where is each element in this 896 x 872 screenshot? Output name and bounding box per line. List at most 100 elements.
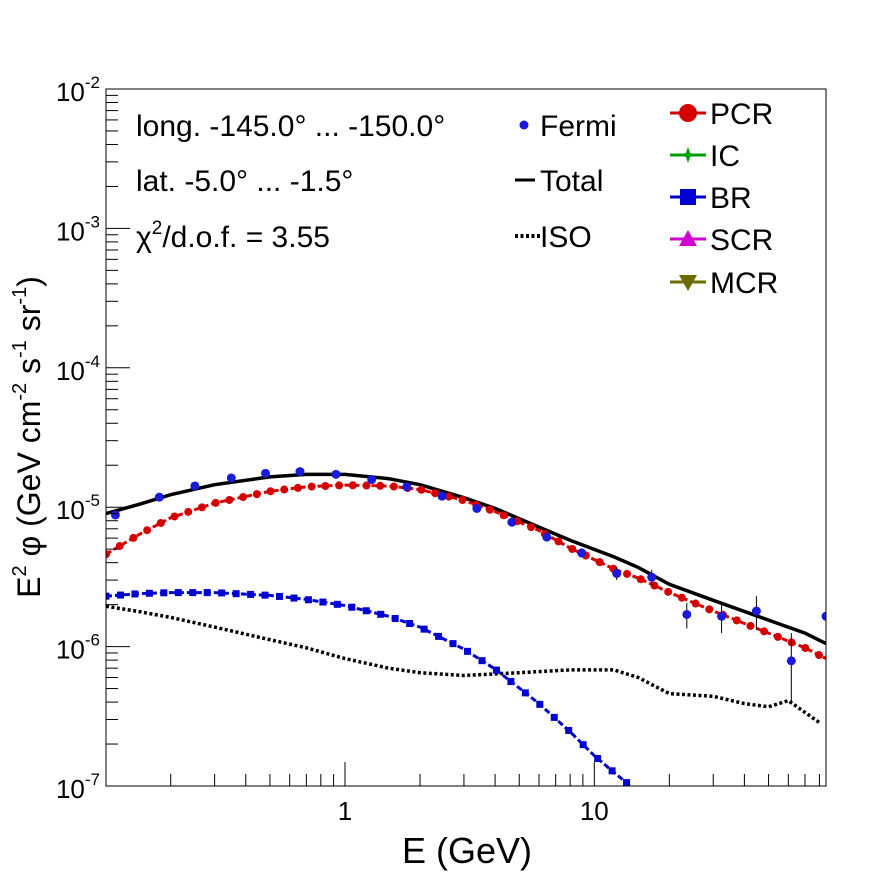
pcr-marker xyxy=(170,512,179,521)
pcr-marker xyxy=(362,481,371,490)
y-tick-label: 10-5 xyxy=(56,491,100,525)
pcr-marker xyxy=(156,518,165,527)
pcr-marker xyxy=(184,507,193,516)
annotation-latitude: lat. -5.0° ... -1.5° xyxy=(136,165,353,198)
br-marker xyxy=(131,590,139,598)
fermi-point xyxy=(472,503,482,513)
br-marker xyxy=(319,598,327,606)
pcr-marker xyxy=(293,483,302,492)
legend-entry-iso: ISO xyxy=(515,221,592,254)
fermi-point xyxy=(542,532,552,542)
pcr-marker xyxy=(760,627,769,636)
y-tick-label: 10-6 xyxy=(56,631,100,665)
series-fermi xyxy=(110,467,826,703)
br-marker xyxy=(449,640,457,648)
br-marker xyxy=(550,713,558,721)
br-marker xyxy=(247,590,255,598)
series-line-iso xyxy=(106,604,821,725)
br-marker xyxy=(579,741,587,749)
br-marker xyxy=(492,666,500,674)
y-tick-label: 10-4 xyxy=(56,352,100,386)
br-marker xyxy=(116,591,124,599)
fermi-point xyxy=(367,475,377,485)
fermi-point xyxy=(261,468,271,478)
pcr-marker xyxy=(801,643,810,652)
fermi-point xyxy=(331,469,341,479)
fermi-point xyxy=(507,517,517,527)
br-marker xyxy=(189,589,197,597)
x-tick-label: 1 xyxy=(338,796,352,826)
pcr-marker xyxy=(197,503,206,512)
br-marker xyxy=(276,592,284,600)
legend-label-scr: SCR xyxy=(710,224,773,257)
legend-label-iso: ISO xyxy=(540,221,592,254)
fermi-point xyxy=(682,609,692,619)
legend-marker-fermi xyxy=(519,120,529,130)
annotation-longitude: long. -145.0° ... -150.0° xyxy=(136,110,445,143)
pcr-marker xyxy=(746,621,755,630)
pcr-marker xyxy=(252,490,261,499)
fermi-point xyxy=(647,572,657,582)
legend-marker-br xyxy=(680,189,696,205)
br-marker xyxy=(478,657,486,665)
fermi-point xyxy=(110,510,120,520)
y-tick-label: 10-7 xyxy=(56,770,100,804)
legend-label-mcr: MCR xyxy=(710,267,778,300)
pcr-marker xyxy=(636,575,645,584)
legend-entry-mcr: MCR xyxy=(670,267,778,300)
br-marker xyxy=(435,632,443,640)
pcr-marker xyxy=(431,489,440,498)
y-tick-label: 10-2 xyxy=(56,73,100,107)
pcr-marker xyxy=(348,481,357,490)
legend-entry-pcr: PCR xyxy=(670,98,773,131)
legend-label-total: Total xyxy=(540,165,603,198)
br-marker xyxy=(304,596,312,604)
legend-layer: Fermi Total ISO PCR IC BR SCR MCR xyxy=(515,98,778,300)
plot-area xyxy=(106,467,826,786)
br-marker xyxy=(463,647,471,655)
pcr-marker xyxy=(554,537,563,546)
br-marker xyxy=(290,594,298,602)
pcr-marker xyxy=(376,481,385,490)
br-marker xyxy=(377,610,385,618)
fermi-point xyxy=(717,611,727,621)
fermi-point xyxy=(786,656,796,666)
x-axis-ticks: 1 10 xyxy=(170,762,820,826)
x-tick-label: 10 xyxy=(580,796,609,826)
pcr-marker xyxy=(129,533,138,542)
fermi-point xyxy=(295,467,305,477)
br-marker xyxy=(145,589,153,597)
plot-frame xyxy=(105,88,827,787)
br-marker xyxy=(623,779,631,786)
br-marker xyxy=(521,689,529,697)
pcr-marker xyxy=(225,495,234,504)
br-marker xyxy=(536,700,544,708)
fermi-point xyxy=(402,482,412,492)
fermi-point xyxy=(612,568,622,578)
legend-marker-pcr xyxy=(679,104,697,122)
y-tick-label: 10-3 xyxy=(56,212,100,246)
series-markers-br xyxy=(106,589,631,786)
pcr-marker xyxy=(691,599,700,608)
pcr-marker xyxy=(444,492,453,501)
legend-marker-mcr xyxy=(679,275,697,291)
pcr-marker xyxy=(321,481,330,490)
pcr-marker xyxy=(417,485,426,494)
legend-label-ic: IC xyxy=(710,140,740,173)
pcr-marker xyxy=(211,498,220,507)
pcr-marker xyxy=(266,487,275,496)
pcr-marker xyxy=(106,550,110,559)
br-marker xyxy=(174,589,182,597)
fermi-point xyxy=(751,606,761,616)
pcr-marker xyxy=(623,569,632,578)
pcr-marker xyxy=(485,505,494,514)
y-axis-ticks: 10-7 10-6 10-5 10-4 10-3 10-2 xyxy=(56,73,130,804)
legend-label-fermi: Fermi xyxy=(540,110,617,143)
br-marker xyxy=(565,726,573,734)
axes-layer: 1 10 10-7 10-6 10-5 10-4 10-3 10-2 E (GeV) E2 φ (… xyxy=(9,73,827,871)
pcr-marker xyxy=(335,481,344,490)
fermi-point xyxy=(437,491,447,501)
fermi-point xyxy=(226,473,236,483)
fermi-point xyxy=(821,611,826,621)
